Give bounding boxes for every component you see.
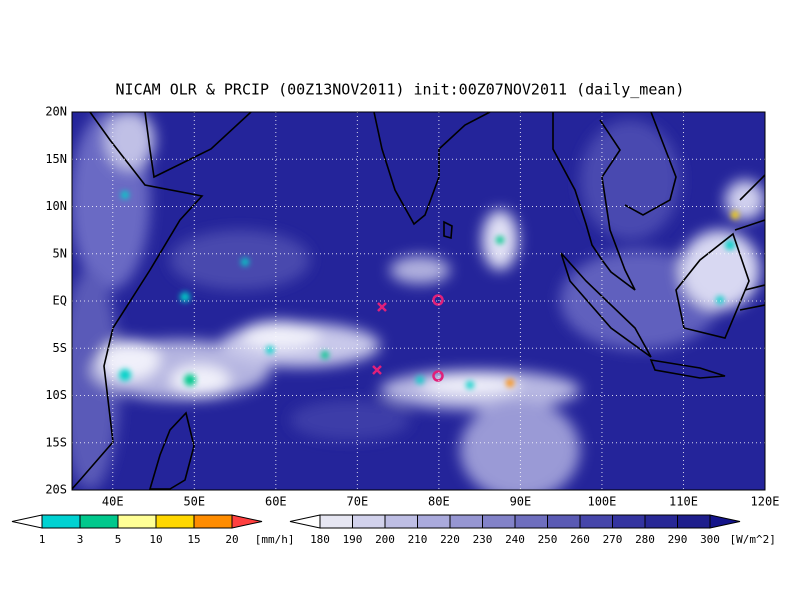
olr-legend-label: 300 [700, 533, 720, 546]
olr-legend-unit: [W/m^2] [730, 533, 776, 546]
precip-legend-arrow [11, 514, 43, 529]
precip-legend-unit: [mm/h] [255, 533, 295, 546]
olr-legend-swatch [547, 514, 581, 529]
olr-legend-label: 270 [603, 533, 623, 546]
precip-legend-swatch [193, 514, 233, 529]
lat-label: 10S [45, 388, 67, 402]
circle-marker [432, 370, 444, 382]
olr-legend-swatch [352, 514, 386, 529]
olr-legend-swatch [514, 514, 548, 529]
olr-legend-label: 260 [570, 533, 590, 546]
legends: 1 3 5 10 15 20 [mm/h] 180 190 200 210 220 230 240 250 2… [11, 514, 776, 546]
axis-labels: 20N 15N 10N 5N EQ 5S 10S 15S 20S 40E 50E 60E 70E 80E 9… [45, 105, 779, 509]
olr-legend-swatch [319, 514, 353, 529]
precip-legend-label: 15 [187, 533, 200, 546]
olr-field [72, 112, 765, 490]
circle-marker [432, 294, 444, 306]
markers [372, 294, 444, 382]
lat-label: 20N [45, 105, 67, 119]
map-title: NICAM OLR & PRCIP (00Z13NOV2011) init:00… [116, 81, 685, 99]
precip-legend-swatch [41, 514, 81, 529]
precip-field [119, 191, 739, 389]
lon-label: 60E [265, 495, 287, 509]
olr-legend-swatch [449, 514, 483, 529]
precip-legend-arrow [231, 514, 263, 529]
lat-label: 15S [45, 435, 67, 449]
olr-legend-label: 230 [473, 533, 493, 546]
precip-legend-label: 1 [39, 533, 46, 546]
lon-label: 120E [751, 495, 780, 509]
lon-label: 40E [102, 495, 124, 509]
olr-legend-label: 220 [440, 533, 460, 546]
x-marker [372, 365, 382, 375]
lon-label: 100E [587, 495, 616, 509]
olr-legend-swatch [612, 514, 646, 529]
precip-legend-label: 5 [115, 533, 122, 546]
olr-legend-swatch [677, 514, 711, 529]
olr-legend-swatch [482, 514, 516, 529]
lat-label: 10N [45, 199, 67, 213]
precip-legend-swatch [117, 514, 157, 529]
olr-legend-arrow [289, 514, 321, 529]
lon-label: 80E [428, 495, 450, 509]
olr-legend-label: 200 [375, 533, 395, 546]
olr-legend-swatch [579, 514, 613, 529]
olr-legend-swatch [384, 514, 418, 529]
map-frame [71, 111, 766, 491]
olr-legend-label: 250 [538, 533, 558, 546]
lat-label: 20S [45, 483, 67, 497]
map-area [72, 112, 765, 490]
lat-label: 5S [53, 341, 67, 355]
olr-legend-label: 210 [408, 533, 428, 546]
olr-legend-label: 190 [343, 533, 363, 546]
precip-legend-swatch [79, 514, 119, 529]
lat-label: EQ [53, 294, 67, 308]
lon-label: 110E [669, 495, 698, 509]
olr-legend-swatch [644, 514, 678, 529]
lat-label: 5N [53, 246, 67, 260]
precip-legend-swatch [155, 514, 195, 529]
olr-legend-label: 290 [668, 533, 688, 546]
precip-legend-label: 10 [149, 533, 162, 546]
olr-legend-swatch [417, 514, 451, 529]
lon-label: 70E [347, 495, 369, 509]
olr-legend-label: 280 [635, 533, 655, 546]
grid [72, 112, 765, 490]
lat-label: 15N [45, 152, 67, 166]
precip-legend-label: 20 [225, 533, 238, 546]
olr-legend-label: 240 [505, 533, 525, 546]
olr-legend-label: 180 [310, 533, 330, 546]
olr-legend-arrow [709, 514, 741, 529]
precip-legend-label: 3 [77, 533, 84, 546]
lon-label: 90E [510, 495, 532, 509]
lon-label: 50E [183, 495, 205, 509]
x-marker [377, 302, 387, 312]
